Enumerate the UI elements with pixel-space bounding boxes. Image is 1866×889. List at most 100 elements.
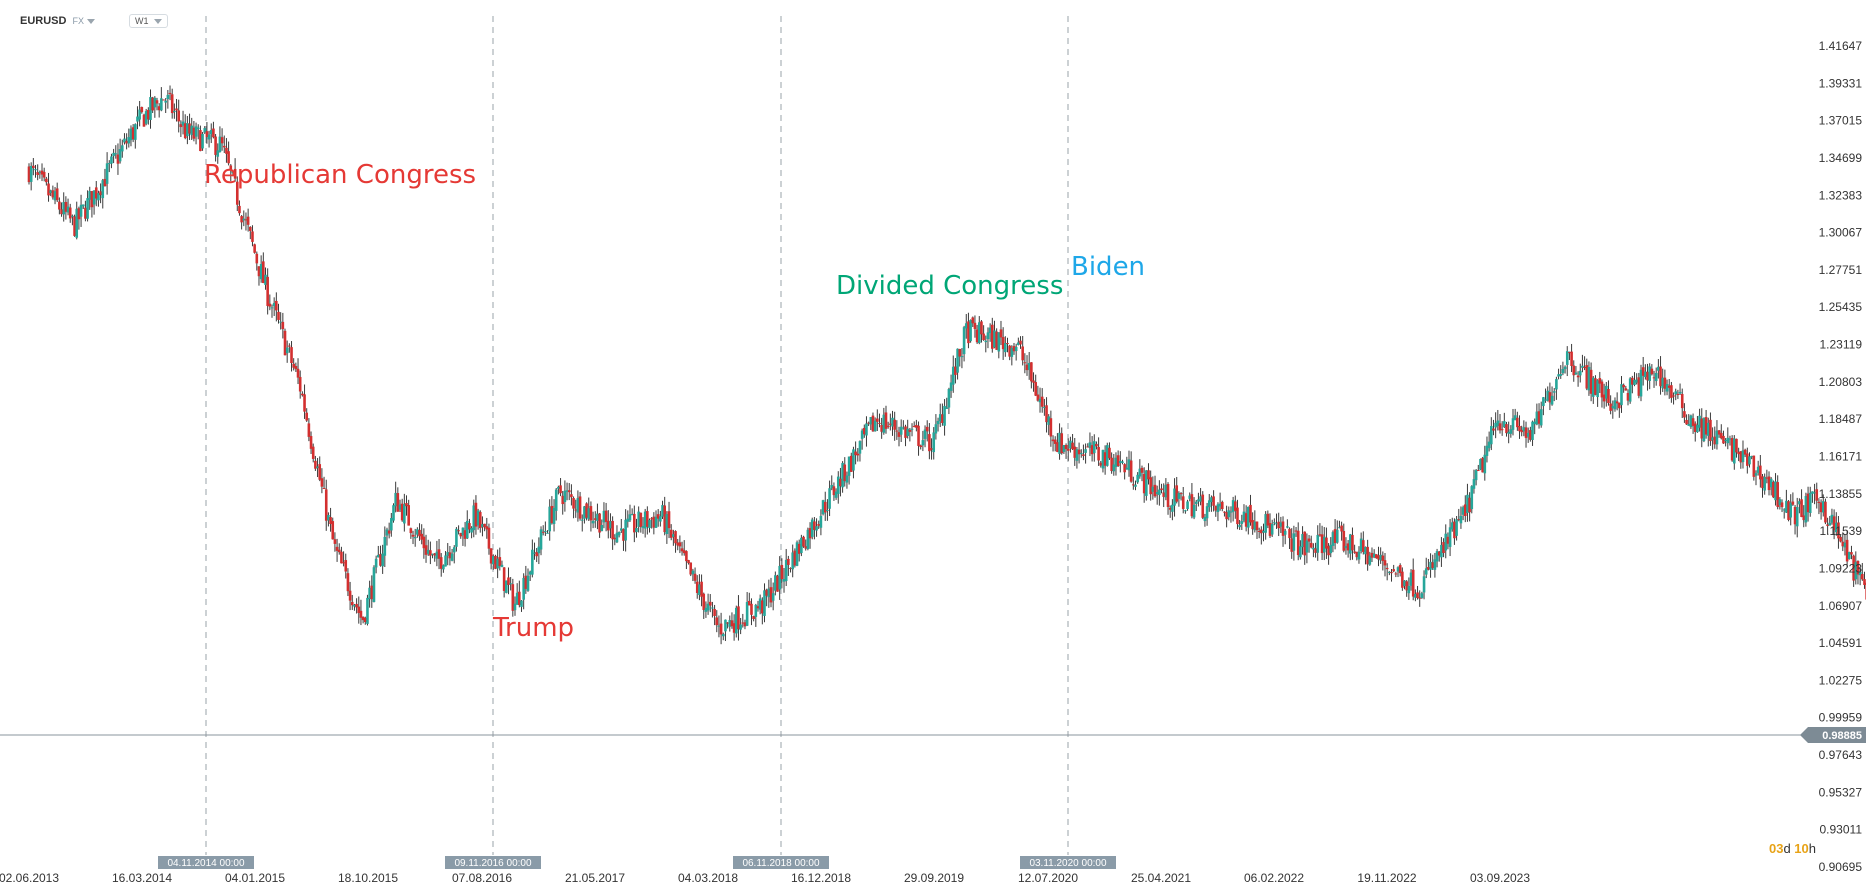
- candle-body: [1162, 492, 1166, 497]
- candle-body: [895, 430, 899, 432]
- candle-body: [546, 532, 549, 534]
- candle-body: [1837, 522, 1840, 539]
- candle-body: [1099, 462, 1103, 466]
- candle-body: [1233, 501, 1237, 511]
- candle-body: [470, 527, 473, 533]
- candle-body: [1105, 445, 1109, 466]
- candle-body: [1333, 529, 1337, 544]
- candle-body: [643, 511, 647, 529]
- candle-body: [186, 123, 189, 137]
- candle-body: [405, 503, 408, 507]
- candle-body: [734, 607, 738, 634]
- candle-body: [1739, 451, 1743, 463]
- candle-body: [802, 536, 805, 547]
- candle-body: [1149, 477, 1152, 495]
- candle-body: [38, 171, 42, 173]
- candle-body: [99, 191, 102, 196]
- candle-body: [194, 126, 198, 137]
- candle-body: [75, 208, 79, 238]
- candle-body: [971, 317, 975, 324]
- candle-body: [1557, 374, 1560, 377]
- candle-body: [192, 127, 196, 139]
- candle-body: [680, 548, 684, 552]
- candle-body: [956, 348, 959, 373]
- candle-body: [110, 156, 113, 164]
- candle-body: [943, 405, 946, 426]
- candle-body: [591, 520, 595, 524]
- symbol-label[interactable]: EURUSD: [20, 15, 67, 27]
- candle-body: [1364, 546, 1367, 555]
- candle-body: [1210, 497, 1213, 503]
- candle-body: [1450, 522, 1454, 530]
- candle-body: [793, 550, 797, 566]
- candle-body: [1696, 424, 1699, 433]
- candle-body: [246, 216, 250, 225]
- market-selector[interactable]: FX: [72, 16, 95, 26]
- candle-body: [1375, 554, 1378, 559]
- candle-body: [823, 501, 827, 513]
- candle-body: [628, 514, 632, 521]
- candle-body: [1713, 436, 1717, 445]
- candle-body: [941, 414, 944, 423]
- candle-body: [409, 528, 413, 534]
- candle-body: [856, 453, 860, 456]
- candle-body: [708, 601, 712, 606]
- chevron-down-icon: [86, 18, 95, 24]
- candle-body: [1338, 527, 1341, 529]
- candle-body: [1132, 484, 1135, 486]
- candle-body: [583, 506, 586, 519]
- candle-body: [609, 521, 612, 529]
- candle-body: [1581, 365, 1584, 368]
- timeframe-selector[interactable]: W1: [128, 14, 169, 28]
- candle-body: [177, 110, 181, 122]
- candle-body: [1604, 385, 1608, 399]
- candle-body: [817, 524, 821, 526]
- candle-body: [160, 98, 163, 111]
- candle-body: [1702, 418, 1706, 442]
- candle-body: [1212, 496, 1215, 506]
- bar-countdown: 03d 10h: [1769, 841, 1816, 856]
- candle-body: [1017, 342, 1020, 345]
- candle-body: [1622, 384, 1625, 388]
- candle-body: [381, 553, 384, 567]
- candle-body: [1535, 411, 1539, 425]
- candle-body: [1346, 543, 1350, 551]
- market-label: FX: [72, 16, 84, 26]
- candle-body: [1470, 486, 1474, 510]
- candle-body: [1238, 524, 1241, 528]
- candle-body: [706, 603, 710, 611]
- candle-body: [1194, 501, 1198, 504]
- y-tick-label: 1.39331: [1819, 76, 1863, 90]
- candle-body: [789, 568, 792, 570]
- candle-body: [307, 423, 311, 437]
- candle-body: [1066, 448, 1070, 451]
- candle-body: [797, 543, 801, 554]
- candle-body: [1004, 343, 1007, 353]
- y-tick-label: 1.27751: [1819, 263, 1863, 277]
- candle-body: [205, 131, 209, 138]
- candle-body: [908, 429, 912, 432]
- y-tick-label: 1.23119: [1820, 338, 1863, 352]
- candle-body: [1383, 560, 1387, 566]
- candle-body: [1516, 417, 1519, 428]
- candle-body: [804, 546, 808, 549]
- candle-body: [1335, 529, 1339, 543]
- countdown-hours-unit: h: [1808, 841, 1816, 856]
- candle-body: [1062, 445, 1066, 452]
- candle-body: [1776, 482, 1779, 507]
- candle-body: [153, 97, 157, 108]
- candle-body: [1253, 521, 1257, 531]
- candle-body: [852, 449, 855, 471]
- candle-body: [288, 345, 291, 347]
- candle-body: [1572, 365, 1576, 376]
- candle-body: [1856, 560, 1860, 575]
- candle-body: [1244, 513, 1248, 527]
- candle-body: [1440, 544, 1443, 558]
- candle-body: [1422, 576, 1426, 593]
- candle-body: [1114, 457, 1118, 467]
- candle-body: [1424, 568, 1428, 575]
- candle-body: [1652, 377, 1656, 379]
- candle-body: [327, 515, 330, 521]
- x-tick-label: 03.09.2023: [1470, 871, 1530, 885]
